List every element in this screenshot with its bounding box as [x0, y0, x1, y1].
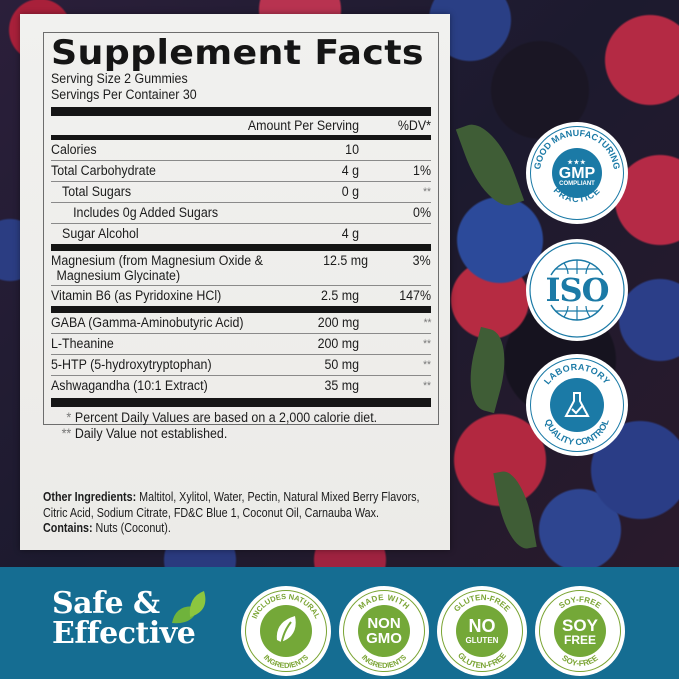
- table-row: Vitamin B6 (as Pyridoxine HCl) 2.5 mg 14…: [51, 288, 431, 303]
- header-dv: %DV*: [397, 118, 431, 133]
- serving-size: Serving Size 2 Gummies: [51, 71, 188, 86]
- table-row: Total Carbohydrate 4 g 1%: [51, 161, 431, 182]
- divider-mid: [51, 135, 431, 140]
- footnote-dv: * Percent Daily Values are based on a 2,0…: [66, 410, 378, 425]
- table-row: Sugar Alcohol 4 g: [62, 226, 359, 241]
- svg-text:SOY-FREE: SOY-FREE: [560, 653, 600, 668]
- table-row: Total Sugars 0 g **: [51, 182, 431, 203]
- globe-icon: [529, 242, 625, 338]
- soy-free-core: SOY FREE: [554, 605, 606, 657]
- ingredients-block: Other Ingredients: Maltitol, Xylitol, Wa…: [43, 490, 420, 535]
- bottom-banner: Safe & Effective INCLUDES NATURAL INGRED…: [0, 567, 679, 679]
- servings-per-container: Servings Per Container 30: [51, 87, 197, 102]
- mint-leaf: [455, 115, 525, 215]
- leaves-icon: [172, 591, 206, 624]
- facts-title: Supplement Facts: [51, 33, 424, 73]
- table-header: Amount Per Serving %DV*: [51, 116, 431, 135]
- table-row: 5-HTP (5-hydroxytryptophan) 50 mg **: [51, 355, 431, 376]
- other-ingredients-label: Other Ingredients:: [43, 490, 137, 504]
- natural-ingredients-badge: INCLUDES NATURAL INGREDIENTS: [241, 586, 331, 676]
- flask-check-icon: [564, 392, 590, 417]
- safe-effective-headline: Safe & Effective: [52, 586, 196, 651]
- gluten-free-badge: GLUTEN-FREE GLUTEN-FREE NO GLUTEN: [437, 586, 527, 676]
- divider-mid: [51, 306, 431, 313]
- mint-leaf: [493, 468, 537, 552]
- divider-mid: [51, 244, 431, 251]
- lab-quality-badge: LABORATORY QUALITY CONTROL: [526, 354, 628, 456]
- table-row: Magnesium (from Magnesium Oxide & Magnes…: [51, 251, 431, 286]
- table-row: Ashwagandha (10:1 Extract) 35 mg **: [51, 378, 431, 393]
- soy-free-badge: SOY-FREE SOY-FREE SOY FREE: [535, 586, 625, 676]
- no-gluten-core: NO GLUTEN: [456, 605, 508, 657]
- natural-core: [260, 605, 312, 657]
- non-gmo-core: NON GMO: [358, 605, 410, 657]
- footnote-not-established: ** Daily Value not established.: [61, 426, 228, 441]
- table-row: L-Theanine 200 mg **: [51, 334, 431, 355]
- gmp-core: ★★★ GMP COMPLIANT: [552, 148, 602, 198]
- divider-thick: [51, 398, 431, 407]
- non-gmo-badge: MADE WITH INGREDIENTS NON GMO: [339, 586, 429, 676]
- supplement-facts-table: Supplement Facts Serving Size 2 Gummies …: [43, 32, 439, 441]
- iso-badge: ISO: [526, 239, 628, 341]
- star-icon: ★★★: [567, 160, 587, 166]
- table-row: Includes 0g Added Sugars 0%: [51, 203, 431, 224]
- header-amount: Amount Per Serving: [247, 118, 359, 133]
- mint-leaf: [460, 326, 515, 414]
- gmp-badge: GOOD MANUFACTURING PRACTICE ★★★ GMP COMP…: [526, 122, 628, 224]
- supplement-facts-panel: Supplement Facts Serving Size 2 Gummies …: [20, 14, 450, 550]
- leaf-icon: [276, 616, 296, 647]
- lab-core: [550, 378, 604, 432]
- table-row: GABA (Gamma-Aminobutyric Acid) 200 mg **: [51, 313, 431, 334]
- divider-thick: [51, 107, 431, 116]
- contains-label: Contains:: [43, 521, 93, 535]
- table-row: Calories 10: [51, 140, 431, 161]
